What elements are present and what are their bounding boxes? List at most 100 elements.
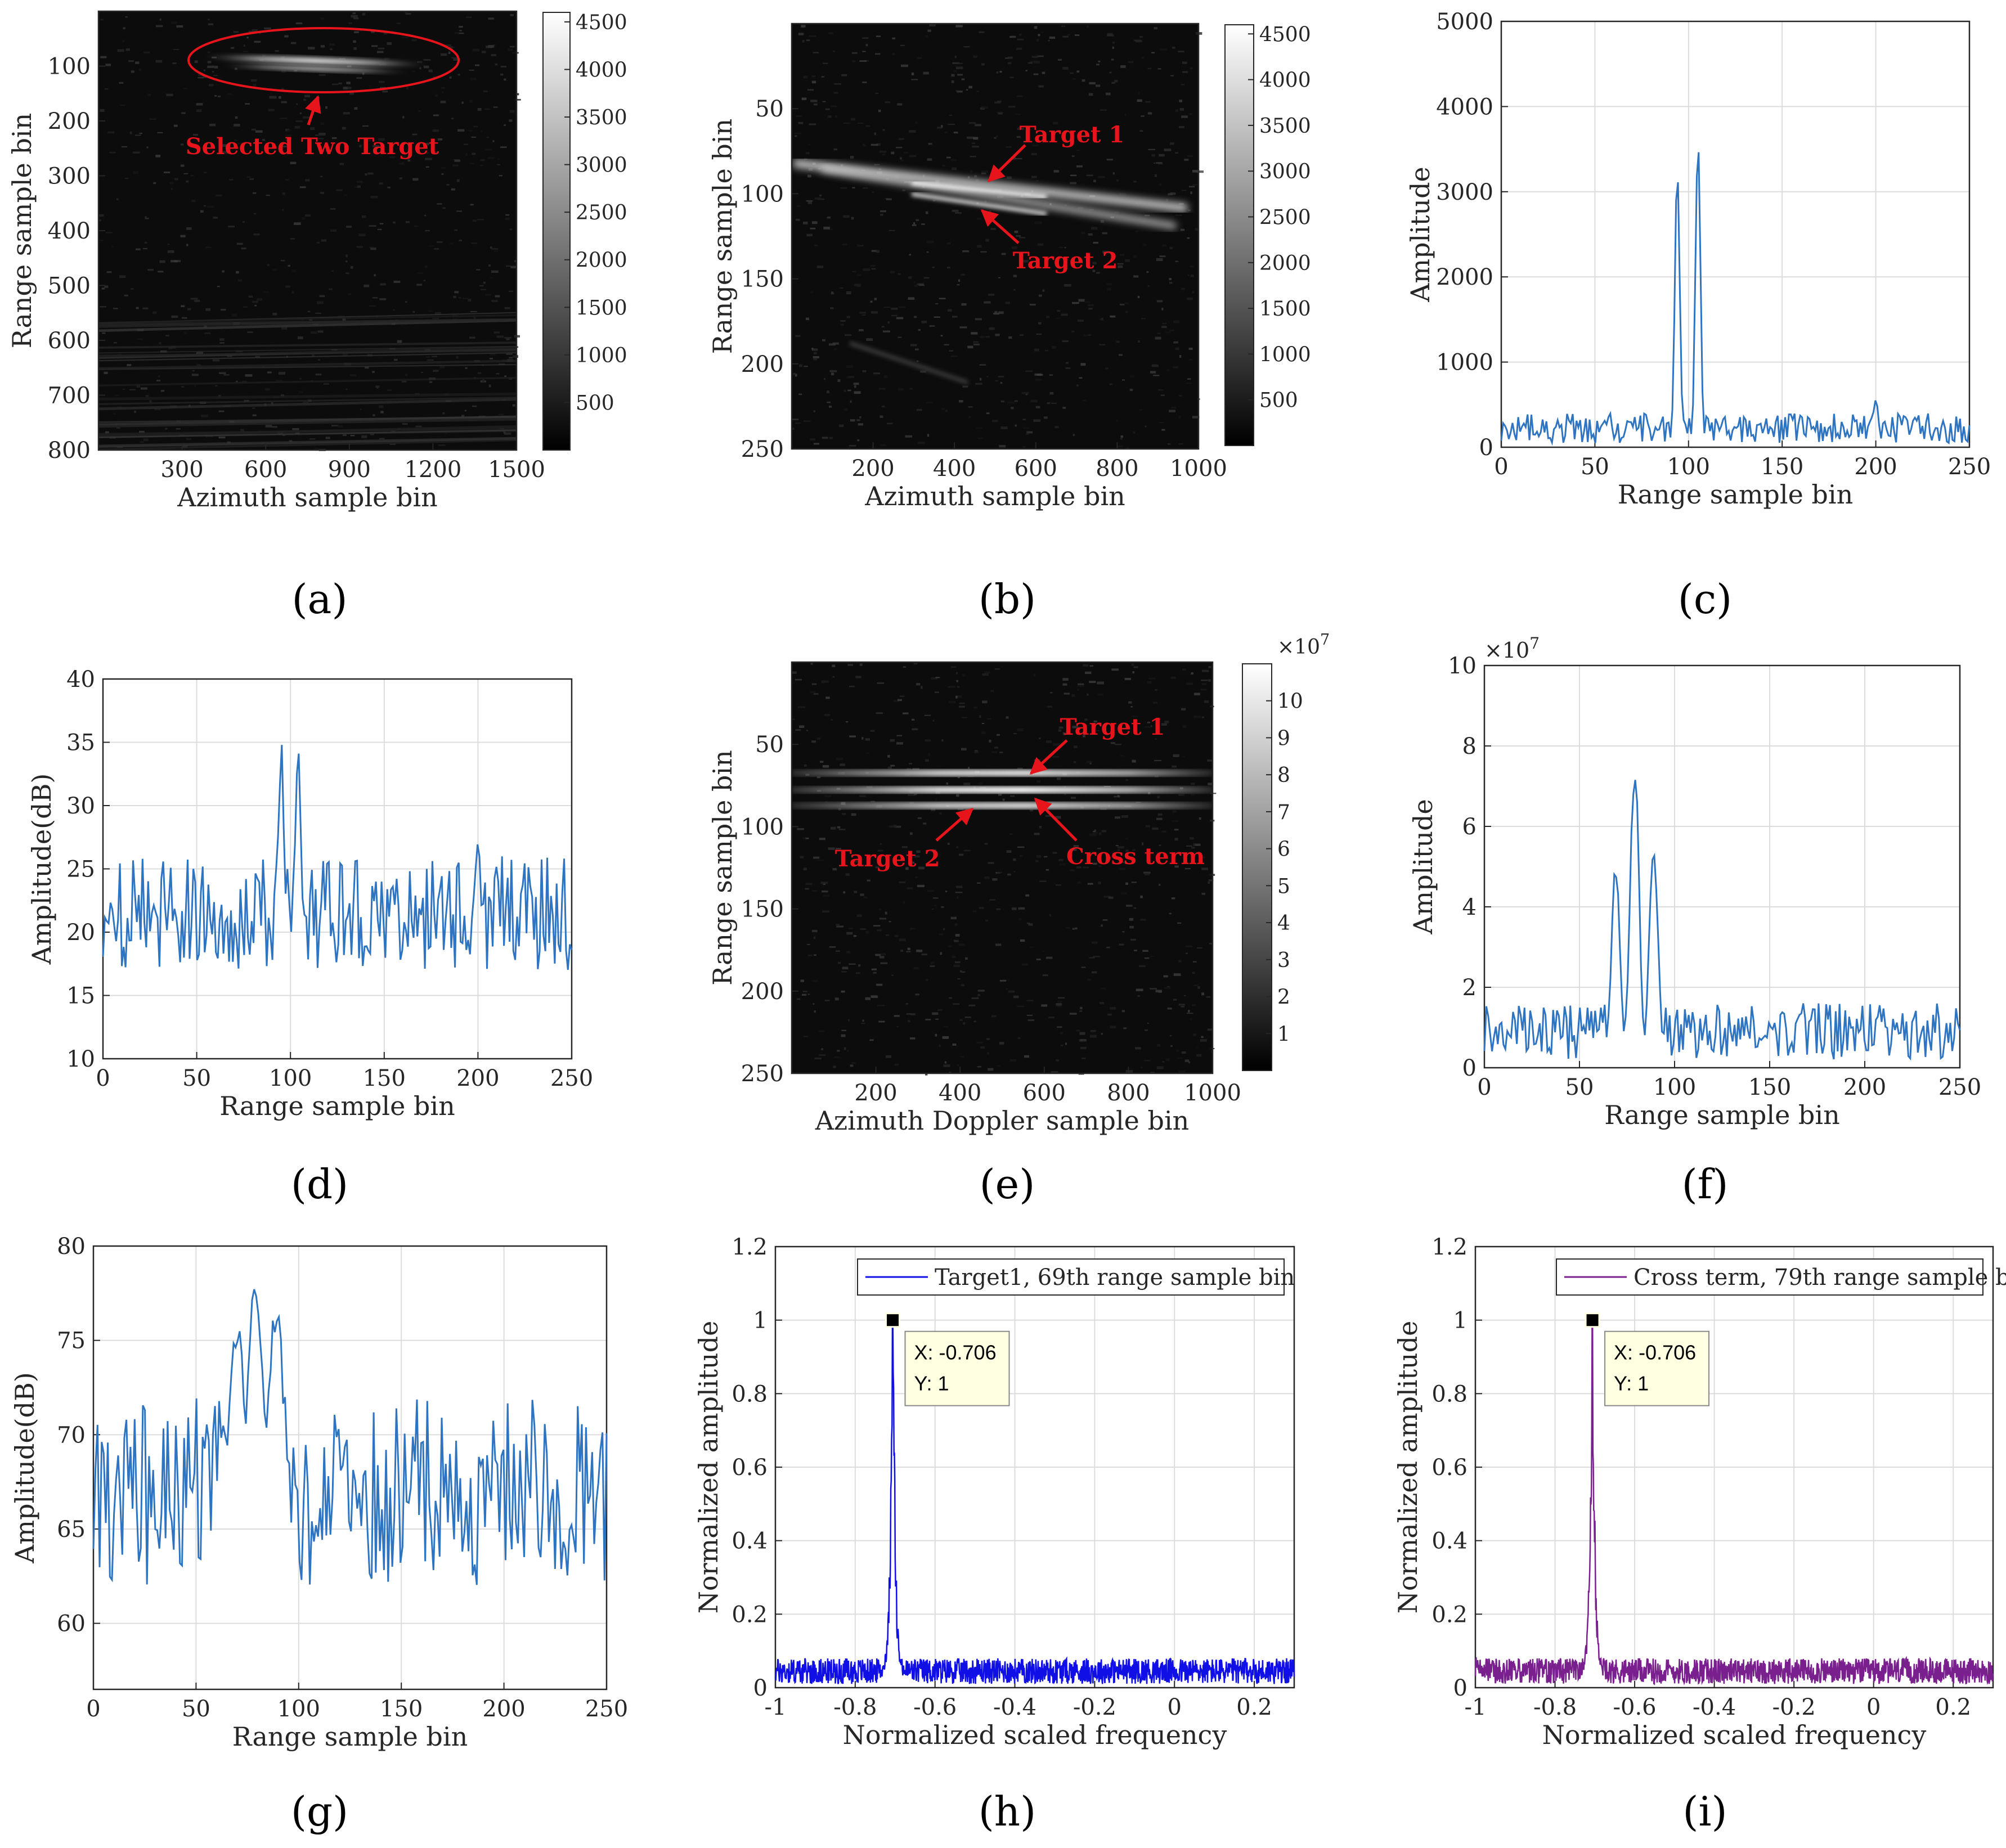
heatmap-speckle [807, 943, 810, 945]
heatmap-speckle [1025, 70, 1028, 71]
heatmap-speckle [851, 860, 858, 863]
heatmap-speckle [1072, 434, 1075, 437]
heatmap-speckle [1141, 57, 1144, 59]
heatmap-speckle [480, 159, 485, 161]
heatmap-speckle [937, 127, 943, 129]
heatmap-speckle [1041, 1004, 1048, 1007]
heatmap-speckle [442, 207, 446, 209]
heatmap-speckle [873, 925, 881, 927]
heatmap-speckle [504, 78, 506, 81]
heatmap-speckle [885, 911, 887, 915]
x-tick-label: 0 [1477, 1074, 1491, 1100]
panel-label-f: (f) [1682, 1161, 1729, 1208]
heatmap-speckle [1065, 362, 1069, 364]
heatmap-speckle [407, 159, 411, 162]
heatmap-speckle [807, 89, 814, 91]
heatmap-speckle [1193, 693, 1200, 695]
heatmap-speckle [1173, 973, 1181, 976]
heatmap-speckle [1132, 759, 1136, 763]
heatmap-speckle [1201, 992, 1205, 996]
heatmap-speckle [1114, 795, 1120, 798]
heatmap-speckle [1073, 849, 1077, 851]
heatmap-speckle [1092, 831, 1098, 834]
heatmap-speckle [174, 178, 178, 181]
heatmap-speckle [320, 192, 325, 194]
heatmap-speckle [905, 435, 913, 438]
heatmap-speckle [823, 226, 830, 230]
heatmap-speckle [930, 965, 935, 967]
colorbar-tick-label: 3000 [576, 154, 627, 177]
heatmap-speckle [998, 376, 1004, 378]
heatmap-speckle [446, 184, 450, 186]
heatmap-speckle [1169, 410, 1175, 412]
heatmap-speckle [1015, 114, 1021, 115]
heatmap-speckle [830, 307, 834, 309]
heatmap-speckle [143, 438, 149, 442]
heatmap-speckle [801, 25, 806, 28]
heatmap-speckle [331, 270, 334, 272]
heatmap-speckle [1147, 68, 1151, 70]
heatmap-speckle [1145, 214, 1150, 217]
heatmap-speckle [912, 768, 919, 770]
annotation-arrow [305, 95, 321, 125]
heatmap-speckle [880, 210, 887, 213]
panel-e-annotations: Target 1 Target 2 Cross term [835, 714, 1205, 872]
heatmap-speckle [932, 200, 936, 202]
heatmap-speckle [1072, 78, 1076, 80]
heatmap-speckle [1188, 348, 1193, 350]
heatmap-speckle [1193, 984, 1199, 986]
x-axis-label: Azimuth sample bin [177, 482, 438, 512]
heatmap-speckle [237, 142, 243, 145]
heatmap-speckle [183, 173, 189, 174]
heatmap-speckle [1036, 333, 1042, 335]
heatmap-speckle [291, 291, 294, 294]
heatmap-speckle [935, 1018, 939, 1020]
heatmap-speckle [939, 1044, 941, 1047]
heatmap-speckle [860, 928, 866, 930]
heatmap-speckle [813, 352, 817, 354]
heatmap-speckle [356, 181, 363, 183]
series-line [774, 1319, 1295, 1685]
heatmap-speckle [500, 73, 504, 76]
heatmap-speckle [1029, 304, 1036, 306]
y-tick-label: 200 [48, 109, 91, 134]
heatmap-speckle [305, 179, 310, 182]
heatmap-speckle [855, 972, 860, 974]
heatmap-speckle [924, 714, 931, 716]
heatmap-speckle [262, 138, 265, 141]
heatmap-speckle [874, 298, 877, 300]
heatmap-speckle [841, 971, 847, 973]
heatmap-speckle [990, 690, 994, 693]
heatmap-speckle [870, 730, 875, 732]
heatmap-speckle [913, 967, 919, 970]
heatmap-speckle [1058, 858, 1063, 861]
heatmap-speckle [469, 336, 475, 339]
series-line [1483, 780, 1961, 1061]
heatmap-speckle [847, 1050, 849, 1053]
heatmap-speckle [857, 245, 864, 247]
heatmap-speckle [876, 250, 880, 253]
heatmap-speckle [856, 419, 860, 421]
heatmap-speckle [810, 227, 816, 230]
heatmap-speckle [196, 109, 202, 113]
heatmap-speckle [836, 925, 844, 928]
heatmap-speckle [957, 686, 960, 688]
heatmap-speckle [1056, 777, 1061, 780]
heatmap-speckle [1118, 265, 1123, 268]
heatmap-speckle [976, 427, 982, 429]
heatmap-speckle [219, 342, 225, 344]
heatmap-speckle [1182, 725, 1187, 728]
heatmap-speckle [836, 924, 840, 927]
heatmap-speckle [1124, 302, 1129, 304]
y-tick-label: 25 [66, 857, 95, 883]
heatmap-speckle [996, 908, 1001, 910]
heatmap-speckle [1178, 51, 1184, 53]
heatmap-speckle [500, 146, 507, 149]
heatmap-speckle [491, 270, 499, 273]
heatmap-speckle [105, 64, 111, 66]
heatmap-speckle [1133, 255, 1137, 258]
heatmap-speckle [1172, 810, 1177, 813]
heatmap-speckle [1155, 689, 1157, 691]
heatmap-speckle [1201, 680, 1208, 681]
heatmap-speckle [984, 671, 990, 674]
